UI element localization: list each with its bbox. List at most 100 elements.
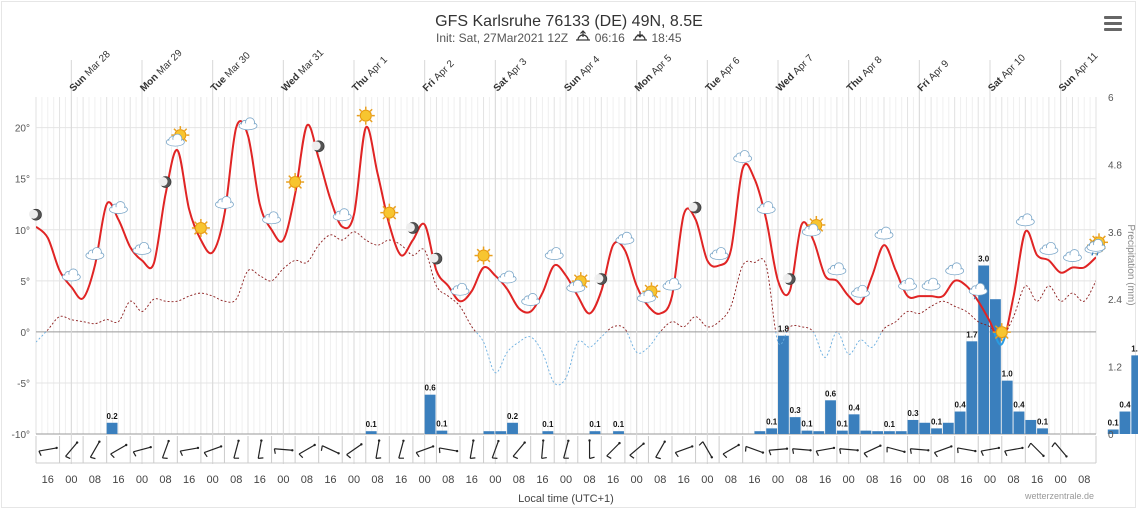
day-label: Wed Apr 7 (774, 52, 816, 94)
cloud-icon (709, 247, 729, 260)
precip-bar (990, 299, 1001, 434)
hour-tick-label: 00 (348, 474, 360, 486)
moon-icon (429, 252, 443, 265)
hour-tick-label: 08 (795, 474, 807, 486)
precip-bar (907, 419, 919, 434)
wind-arrow (89, 440, 101, 460)
wind-arrow (722, 443, 740, 459)
wind-arrow (768, 447, 789, 456)
precip-bar (966, 341, 978, 434)
precip-label: 0.1 (1037, 417, 1049, 426)
precip-label: 0.1 (884, 420, 896, 429)
wind-arrow (744, 445, 765, 454)
day-label: Sat Apr 10 (986, 52, 1028, 94)
temp-tick-label: 10° (15, 226, 30, 237)
credit-text: wetterzentrale.de (1024, 491, 1094, 501)
day-label: Thu Apr 1 (350, 54, 390, 94)
hour-tick-label: 16 (112, 474, 124, 486)
wind-arrow (791, 448, 812, 454)
temperature-line (36, 120, 1096, 332)
day-label: Tue Mar 30 (209, 50, 253, 94)
precip-bar (1001, 380, 1013, 434)
precip-label: 0.4 (955, 401, 967, 410)
precip-bar (1037, 428, 1048, 434)
precip-bar (507, 422, 518, 434)
wind-arrow (541, 439, 547, 460)
precip-bar (872, 431, 884, 434)
sun-icon (992, 323, 1011, 342)
precip-bar (919, 422, 931, 434)
precip-label: 0.3 (790, 406, 802, 415)
precip-bar (766, 428, 778, 434)
precip-label: 0.1 (766, 417, 778, 426)
hour-tick-label: 16 (324, 474, 336, 486)
wind-arrow (1027, 442, 1045, 458)
hour-tick-label: 16 (607, 474, 619, 486)
wind-arrow (1051, 442, 1068, 458)
chart-title: GFS Karlsruhe 76133 (DE) 49N, 8.5E (435, 13, 703, 30)
wind-arrow (629, 442, 645, 459)
moon-icon (782, 273, 796, 285)
svg-text:Wed Apr 7: Wed Apr 7 (774, 52, 816, 94)
wind-arrow (161, 439, 170, 459)
wind-arrow (980, 446, 1001, 457)
suncloud-icon (801, 215, 826, 237)
hamburger-menu-icon[interactable] (1104, 16, 1122, 32)
svg-text:Mon Apr 5: Mon Apr 5 (633, 53, 674, 94)
cloud-icon (921, 277, 941, 291)
day-label: Fri Apr 9 (916, 58, 952, 94)
svg-text:Fri Apr 2: Fri Apr 2 (421, 58, 457, 94)
precip-bar (106, 422, 118, 434)
wind-row (35, 436, 1097, 464)
hour-tick-label: 08 (371, 474, 383, 486)
sunrise-icon (576, 30, 591, 41)
hour-tick-label: 08 (583, 474, 595, 486)
cloud-icon (874, 226, 894, 240)
precip-label: 1.8 (778, 325, 790, 334)
day-label: Sun Mar 28 (68, 49, 113, 94)
hour-tick-label: 08 (301, 474, 313, 486)
precip-label: 0.1 (837, 420, 849, 429)
precip-bar (778, 335, 789, 434)
precip-label: 0.4 (849, 403, 861, 412)
cloud-icon (662, 277, 682, 291)
hour-tick-label: 08 (442, 474, 454, 486)
hour-tick-label: 00 (489, 474, 501, 486)
wind-arrow (132, 445, 152, 457)
svg-text:Tue Apr 6: Tue Apr 6 (704, 55, 743, 94)
hour-tick-label: 00 (843, 474, 855, 486)
precip-bar (1131, 355, 1138, 434)
hour-tick-label: 00 (772, 474, 784, 486)
wind-arrow (512, 441, 526, 460)
cloud-icon (521, 293, 541, 306)
temp-tick-label: 0° (20, 328, 30, 339)
moon-icon (158, 176, 172, 188)
hour-tick-label: 16 (960, 474, 972, 486)
precip-bar (848, 414, 860, 434)
precip-label: 0.1 (931, 417, 943, 426)
hour-tick-label: 08 (230, 474, 242, 486)
svg-text:Sat Apr 10: Sat Apr 10 (986, 52, 1028, 94)
moon-icon (594, 273, 608, 285)
hour-tick-label: 08 (725, 474, 737, 486)
hour-tick-label: 16 (395, 474, 407, 486)
moon-icon (29, 208, 42, 221)
svg-text:Fri Apr 9: Fri Apr 9 (916, 58, 952, 94)
precip-label: 1.4 (1131, 344, 1138, 353)
wind-arrow (956, 447, 977, 454)
sun-icon (191, 218, 210, 237)
hour-tick-label: 00 (631, 474, 643, 486)
sunrise-time: 06:16 (594, 31, 625, 45)
precip-bars: 0.2 0.1 0.6 0.1 0.2 0.1 0.1 0.1 0.1 1.8 0.3 0.1 0.6 0… (106, 255, 1138, 434)
wind-arrow (110, 443, 128, 459)
temp-tick-label: -10° (12, 430, 30, 441)
precip-bar (589, 431, 601, 434)
suncloud-icon (566, 272, 590, 293)
cloud-icon (827, 262, 847, 276)
hour-tick-label: 00 (984, 474, 996, 486)
precip-label: 0.2 (507, 412, 519, 421)
wind-arrow (839, 448, 859, 454)
precip-bar (613, 431, 624, 434)
